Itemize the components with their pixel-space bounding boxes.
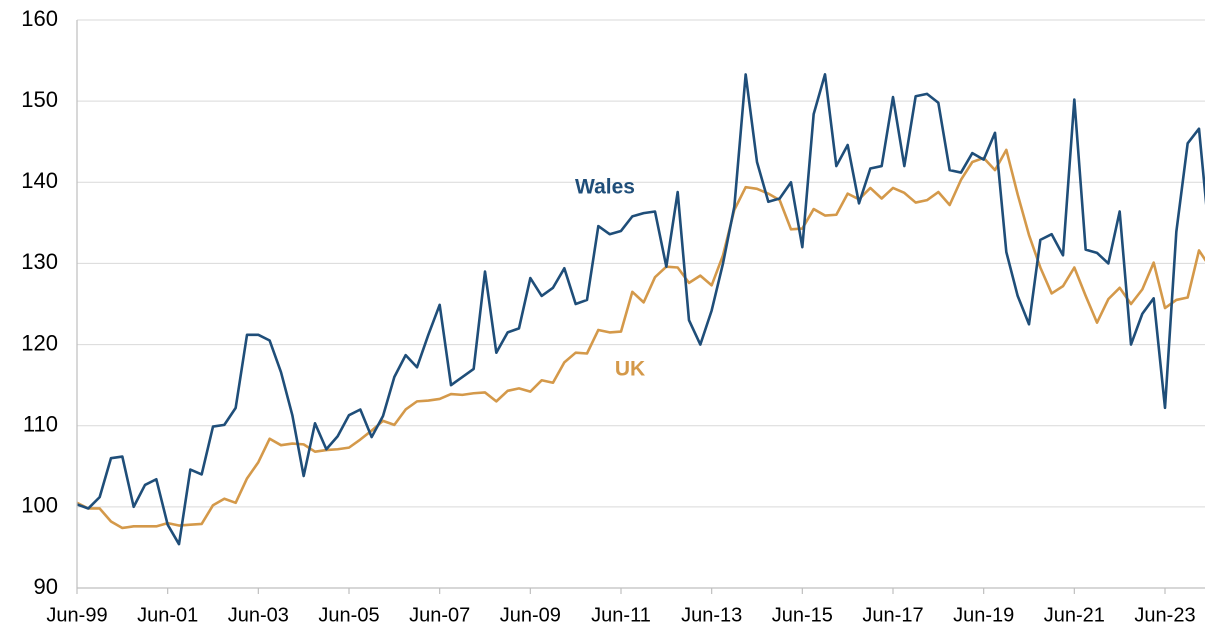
x-tick-label: Jun-07	[409, 604, 470, 626]
series-label: Wales	[575, 176, 635, 199]
x-tick-label: Jun-15	[772, 604, 833, 626]
x-tick-label: Jun-23	[1134, 604, 1195, 626]
x-tick-label: Jun-05	[318, 604, 379, 626]
x-tick-label: Jun-01	[137, 604, 198, 626]
series-line	[76, 148, 1205, 530]
x-tick-label: Jun-19	[953, 604, 1014, 626]
y-tick-label: 140	[21, 168, 58, 193]
x-tick-label: Jun-21	[1044, 604, 1105, 626]
x-tick-label: Jun-11	[591, 604, 651, 626]
series-line	[76, 73, 1205, 546]
y-tick-label: 160	[21, 6, 58, 31]
lines	[76, 73, 1205, 546]
y-tick-label: 90	[34, 574, 58, 599]
y-tick-label: 110	[23, 412, 58, 437]
series-label: UK	[615, 358, 645, 381]
y-tick-label: 100	[21, 493, 58, 518]
y-tick-label: 120	[21, 330, 58, 355]
grid	[77, 19, 1205, 508]
axes: 90 100 110 120 130 140 150 160 Jun-99 Jun-01 Jun-0…	[21, 6, 1205, 626]
x-tick-label: Jun-03	[228, 604, 289, 626]
y-tick-label: 150	[21, 87, 58, 112]
y-tick-label: 130	[21, 249, 58, 274]
x-tick-label: Jun-17	[862, 604, 923, 626]
x-tick-label: Jun-13	[681, 604, 742, 626]
x-tick-label: Jun-99	[46, 604, 107, 626]
x-tick-label: Jun-09	[500, 604, 561, 626]
